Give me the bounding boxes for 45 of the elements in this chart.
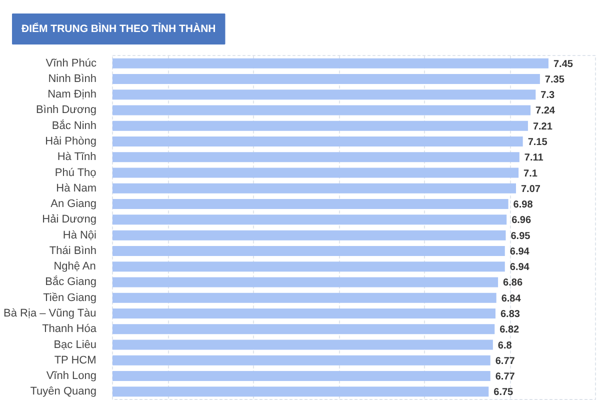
data-label: 6.83	[500, 309, 520, 320]
data-label: 6.94	[510, 262, 530, 274]
data-label: 6.8	[498, 340, 512, 352]
data-label: 6.95	[510, 230, 531, 242]
data-label: 6.84	[501, 293, 522, 304]
y-tick-label: Nam Định	[48, 88, 96, 101]
data-label: 7.07	[520, 184, 541, 195]
y-tick-label: Hà Nam	[56, 182, 96, 194]
data-label: 7.35	[544, 74, 565, 86]
data-label: 6.86	[503, 278, 523, 289]
y-tick-label: Bắc Giang	[45, 275, 97, 288]
y-tick-label: Tuyên Quang	[30, 386, 97, 398]
y-tick-label: Phú Thọ	[54, 166, 96, 179]
y-tick-label: TP HCM	[54, 354, 96, 366]
y-tick-label: Thái Bình	[49, 244, 97, 257]
chart-title: ĐIỂM TRUNG BÌNH THEO TỈNH THÀNH	[22, 22, 216, 35]
y-tick-label: Vĩnh Phúc	[46, 57, 97, 70]
data-label: 6.94	[510, 246, 530, 258]
data-label: 6.77	[495, 372, 516, 383]
y-tick-label: Bạc Liêu	[54, 338, 97, 351]
y-tick-label: Bắc Ninh	[52, 118, 97, 132]
data-label: 7.11	[524, 152, 544, 164]
y-tick-label: Hà Tĩnh	[57, 151, 96, 164]
data-label: 7.1	[524, 168, 538, 180]
data-label: 6.82	[500, 324, 520, 336]
y-tick-label: Bà Rịa – Vũng Tàu	[4, 308, 96, 320]
data-label: 7.45	[553, 58, 574, 70]
y-tick-label: Tiền Giang	[43, 292, 97, 304]
y-tick-label: An Giang	[50, 198, 97, 210]
y-tick-label: Thanh Hóa	[42, 323, 98, 336]
y-tick-label: Ninh Bình	[48, 72, 97, 85]
y-tick-label: Hải Phòng	[45, 136, 97, 148]
data-label: 6.75	[494, 387, 514, 398]
data-label: 6.77	[495, 356, 516, 367]
y-tick-label: Hải Dương	[42, 214, 97, 226]
data-label: 6.98	[513, 200, 534, 211]
data-label: 7.15	[528, 137, 548, 148]
y-tick-label: Bình Dương	[36, 104, 97, 116]
data-label: 7.24	[536, 106, 556, 117]
y-tick-label: Nghệ An	[54, 260, 96, 273]
y-tick-label: Vĩnh Long	[46, 370, 96, 382]
data-label: 7.3	[540, 90, 555, 102]
data-label: 7.21	[532, 121, 553, 132]
y-tick-label: Hà Nội	[62, 229, 96, 242]
data-label: 6.96	[512, 215, 532, 226]
